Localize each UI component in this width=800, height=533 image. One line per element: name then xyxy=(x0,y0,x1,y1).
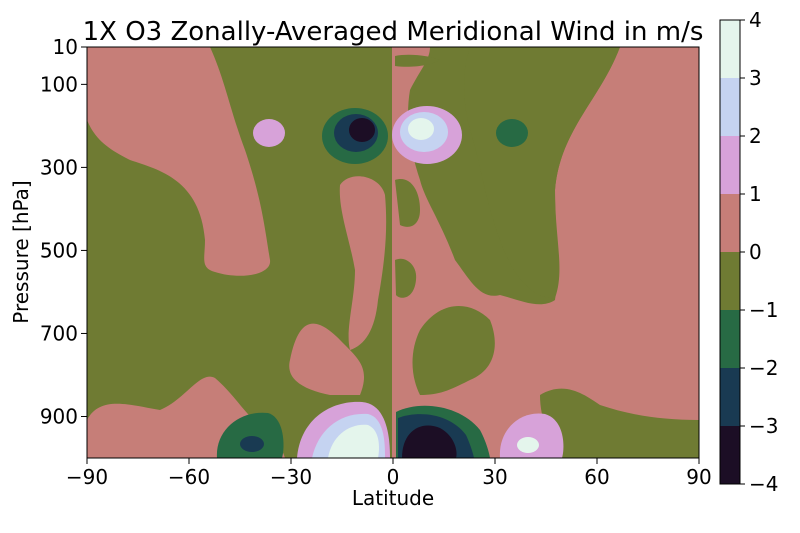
y-tick-label: 900 xyxy=(40,404,78,428)
contour-fill-lev-negative-3 xyxy=(349,118,375,142)
contour-fill-negative-east-upper xyxy=(464,47,620,299)
chart-title: 1X O3 Zonally-Averaged Meridional Wind i… xyxy=(83,17,704,47)
contour-fill-positive-lower-west xyxy=(289,323,365,395)
contour-fill-surface-negative-3 xyxy=(402,425,457,458)
colorbar: 4 3 2 1 0 −1 −2 −3 −4 xyxy=(719,8,778,496)
y-tick-label: 500 xyxy=(40,238,78,262)
colorbar-segment xyxy=(720,368,740,426)
y-tick-label: 100 xyxy=(40,72,78,96)
contour-fill-negative-top-strip xyxy=(395,54,440,67)
contour-fill-east-negative-blob xyxy=(496,119,528,147)
y-axis-label: Pressure [hPa] xyxy=(9,180,33,323)
contour-fill-negative-east-mid xyxy=(395,179,420,227)
colorbar-tick-label: 4 xyxy=(749,8,762,32)
colorbar-tick-label: 2 xyxy=(749,124,762,148)
colorbar-segment xyxy=(720,136,740,194)
contour-fill-surface-west-negative-2 xyxy=(240,436,264,452)
contour-fill-positive-central-west xyxy=(339,176,387,350)
y-tick-label: 300 xyxy=(40,155,78,179)
x-tick-label: −60 xyxy=(168,465,210,489)
y-tick-label: 10 xyxy=(53,35,78,59)
colorbar-segment xyxy=(720,78,740,136)
contour-fill-west-positive-blob xyxy=(253,119,285,147)
colorbar-segment xyxy=(720,252,740,310)
contour-fill-negative-east-surface xyxy=(540,388,699,458)
x-tick-label: 30 xyxy=(482,465,507,489)
colorbar-segment xyxy=(720,426,740,484)
contour-fill-surface-west-negative-1 xyxy=(216,412,284,458)
contour-fill-surface-east-positive-2 xyxy=(517,437,539,453)
contour-fill-negative-east-lower xyxy=(412,306,495,395)
x-tick-label: −90 xyxy=(66,465,108,489)
colorbar-segment xyxy=(720,194,740,252)
colorbar-tick-label: 0 xyxy=(749,240,762,264)
y-tick-label: 700 xyxy=(40,321,78,345)
colorbar-segment xyxy=(720,310,740,368)
colorbar-tick-label: −1 xyxy=(749,298,778,322)
colorbar-tick-label: −3 xyxy=(749,414,778,438)
colorbar-tick-label: −4 xyxy=(749,472,778,496)
x-tick-label: 0 xyxy=(387,465,400,489)
x-axis: −90 −60 −30 0 30 60 90 xyxy=(66,458,712,489)
y-axis: 10 100 300 500 700 900 xyxy=(40,35,87,428)
x-axis-label: Latitude xyxy=(352,486,434,510)
contour-fill-lev-positive-3 xyxy=(408,118,434,140)
contour-fill-surface-east-positive-1 xyxy=(499,413,564,458)
contour-fill-negative-east-pool xyxy=(395,258,417,298)
x-tick-label: 60 xyxy=(584,465,609,489)
colorbar-segment xyxy=(720,20,740,78)
contour-fill-positive-west xyxy=(87,47,271,276)
colorbar-tick-label: 1 xyxy=(749,182,762,206)
x-tick-label: 90 xyxy=(686,465,711,489)
colorbar-tick-label: 3 xyxy=(749,66,762,90)
plot-area xyxy=(87,47,699,458)
x-tick-label: −30 xyxy=(270,465,312,489)
contour-fill-surface-positive-3 xyxy=(328,424,379,458)
colorbar-tick-label: −2 xyxy=(749,356,778,380)
